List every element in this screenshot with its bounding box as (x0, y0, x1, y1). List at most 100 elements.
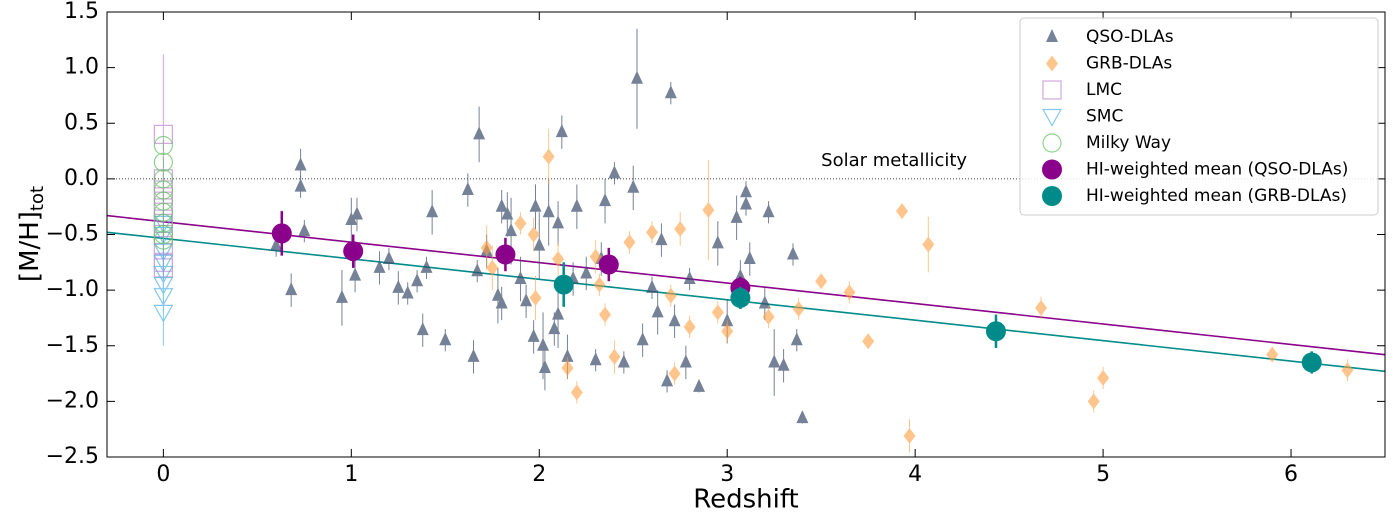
legend-marker (1046, 55, 1058, 72)
marker (473, 126, 486, 140)
y-tick-label: 1.5 (64, 0, 99, 24)
marker (743, 250, 756, 264)
series-group (480, 128, 1354, 453)
marker (350, 206, 363, 220)
marker (495, 198, 508, 212)
legend-box (1019, 17, 1379, 216)
marker (711, 304, 724, 321)
y-axis-label: [M/H]tot (15, 186, 49, 282)
marker (461, 182, 474, 195)
marker (1097, 370, 1110, 387)
marker (294, 178, 307, 192)
marker (548, 321, 561, 335)
marker (373, 259, 386, 273)
marker (561, 348, 574, 362)
marker (552, 306, 565, 320)
marker (416, 322, 429, 336)
marker (1042, 159, 1062, 180)
marker (527, 328, 540, 342)
marker (1042, 133, 1062, 153)
marker (740, 196, 752, 210)
marker (392, 279, 405, 293)
marker (505, 223, 518, 237)
marker (679, 354, 692, 368)
marker (561, 360, 574, 376)
marker (843, 284, 856, 301)
legend-marker (1042, 186, 1062, 206)
marker (636, 332, 649, 346)
series-group (153, 135, 173, 250)
marker (598, 254, 619, 275)
marker (617, 354, 630, 368)
marker (730, 287, 751, 308)
marker (514, 271, 527, 284)
marker (270, 237, 283, 251)
marker (599, 193, 612, 207)
marker (1087, 393, 1100, 410)
series-group (553, 262, 1322, 374)
y-tick-label: 1.0 (64, 55, 99, 80)
legend-label: HI-weighted mean (GRB-DLAs) (1086, 186, 1347, 206)
marker (552, 250, 565, 267)
x-tick-label: 4 (908, 462, 922, 487)
marker (529, 198, 542, 212)
marker (471, 263, 484, 277)
y-tick-label: −0.5 (46, 222, 99, 247)
marker (552, 215, 565, 229)
marker (1266, 346, 1279, 363)
marker (693, 378, 706, 392)
marker (426, 204, 439, 218)
legend-marker (1041, 108, 1063, 127)
marker (796, 410, 809, 424)
marker (537, 337, 550, 351)
marker (786, 246, 799, 260)
marker (520, 293, 533, 307)
x-tick-label: 5 (1096, 462, 1110, 487)
marker (580, 265, 593, 279)
marker (480, 239, 493, 256)
y-tick-label: −1.5 (46, 333, 99, 358)
marker (542, 148, 555, 165)
marker (553, 274, 574, 295)
marker (599, 306, 612, 323)
marker (762, 308, 775, 325)
marker (271, 223, 292, 244)
x-tick-label: 3 (720, 462, 734, 487)
annotation: Solar metallicity (821, 150, 967, 171)
marker (608, 348, 621, 365)
marker (1046, 55, 1058, 72)
legend-label: SMC (1086, 107, 1123, 127)
plot-frame (106, 11, 1386, 458)
legend-label: QSO-DLAs (1086, 27, 1174, 47)
marker (570, 384, 583, 401)
marker (627, 179, 640, 193)
marker (527, 226, 540, 243)
marker (668, 313, 681, 327)
marker (922, 236, 935, 253)
marker (664, 287, 677, 304)
y-tick-label: 0.0 (64, 166, 99, 191)
marker (467, 348, 480, 362)
marker (1042, 80, 1062, 100)
x-tick-label: 1 (344, 462, 358, 487)
legend-label: GRB-DLAs (1086, 54, 1172, 74)
marker (1035, 299, 1048, 316)
x-axis-label: Redshift (693, 485, 799, 515)
marker (589, 352, 602, 366)
marker (533, 237, 546, 251)
marker (439, 332, 452, 346)
marker (495, 295, 508, 309)
marker (651, 304, 664, 318)
marker (589, 248, 602, 265)
marker (646, 224, 659, 241)
marker (401, 285, 414, 299)
marker (730, 209, 743, 223)
marker (1341, 362, 1354, 379)
marker (153, 230, 173, 250)
marker (349, 267, 362, 281)
legend: QSO-DLAs GRB-DLAs LMC SMC Milky Way HI-weight… (1019, 17, 1379, 216)
marker (420, 259, 433, 273)
marker (664, 85, 677, 99)
